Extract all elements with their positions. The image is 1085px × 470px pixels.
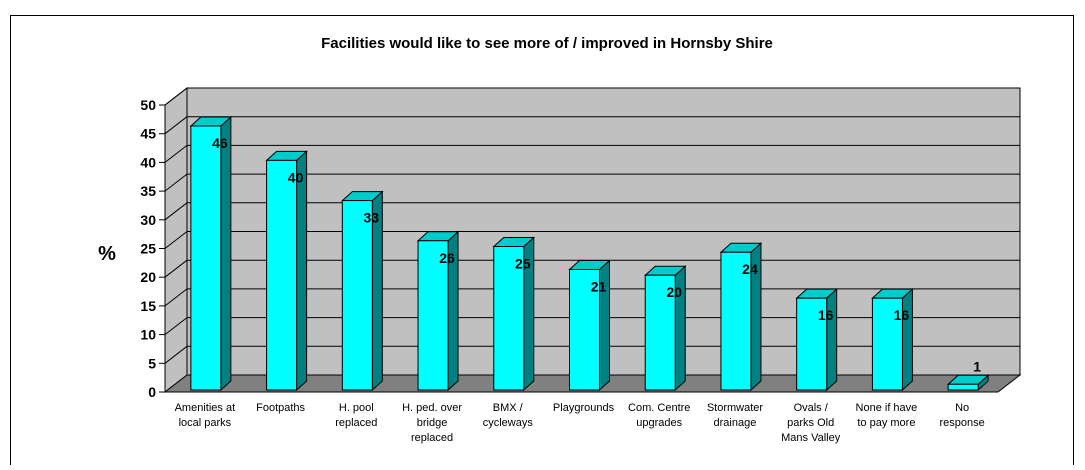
x-tick-label-line: H. pool	[339, 402, 374, 414]
y-tick-label: 20	[140, 269, 156, 285]
y-tick-label: 50	[140, 97, 156, 113]
gridline-side	[164, 202, 188, 221]
y-tick-label: 40	[140, 154, 156, 170]
y-axis-label: %	[98, 243, 116, 265]
y-tick-label: 5	[148, 355, 156, 371]
x-tick-label: None if have to pay more	[856, 402, 918, 429]
plot-area: 0 5 10 15 20 25 30 35 40 45 50 46 Amenities at local …	[140, 86, 1022, 444]
bar	[947, 383, 979, 391]
data-label: 1	[973, 358, 981, 374]
data-label: 24	[742, 261, 758, 277]
y-tick-label: 15	[140, 298, 156, 314]
gridline-side	[164, 116, 188, 135]
x-tick-label: No response	[940, 402, 985, 429]
gridline-side	[164, 259, 188, 278]
bar	[266, 159, 298, 391]
bar	[341, 200, 373, 391]
gridline-side	[164, 288, 188, 307]
y-tick-label: 0	[148, 384, 156, 400]
bar	[644, 274, 676, 391]
data-label: 40	[288, 169, 304, 185]
x-tick-label: H. pool replaced	[335, 402, 377, 429]
bar-side	[220, 115, 232, 392]
x-tick-label-line: Com. Centre	[628, 402, 690, 414]
gridline-side	[164, 173, 188, 192]
x-tick-label: H. ped. over bridge replaced	[402, 402, 462, 444]
gridline-side	[164, 317, 188, 335]
x-tick-label: Stormwater drainage	[707, 402, 764, 429]
x-tick-label-line: H. ped. over	[402, 402, 462, 414]
x-tick-label-line: Amenities at	[175, 402, 236, 414]
x-tick-label: Ovals / parks Old Mans Valley	[781, 402, 841, 444]
bar	[417, 240, 449, 391]
y-tick-label: 35	[140, 183, 156, 199]
bar	[569, 268, 600, 391]
y-tick-label: 30	[140, 212, 156, 228]
gridline-side	[164, 87, 188, 106]
y-tick-label: 10	[140, 327, 156, 343]
data-label: 16	[818, 307, 834, 323]
x-tick-label: Footpaths	[256, 402, 305, 414]
x-tick-label: Amenities at local parks	[175, 402, 236, 429]
x-tick-label: Com. Centre upgrades	[628, 402, 690, 429]
chart-title: Facilities would like to see more of / i…	[321, 35, 773, 52]
data-label: 33	[364, 210, 380, 226]
x-tick-label-line: parks Old	[787, 417, 834, 429]
data-label: 20	[666, 284, 682, 300]
x-tick-label-line: drainage	[714, 417, 757, 429]
gridline-side	[164, 345, 188, 364]
bar	[190, 125, 222, 391]
bar-side	[296, 150, 308, 392]
x-tick-label-line: BMX /	[493, 402, 524, 414]
x-tick-label-line: No	[955, 402, 969, 414]
data-label: 16	[894, 307, 910, 323]
gridline-side	[164, 231, 188, 249]
data-label: 46	[212, 135, 228, 151]
data-label: 21	[591, 278, 607, 294]
x-tick-label-line: Mans Valley	[781, 432, 841, 444]
bar-side	[901, 288, 913, 392]
bar	[720, 251, 752, 391]
x-tick-label-line: local parks	[179, 417, 232, 429]
x-tick-label: BMX / cycleways	[483, 402, 534, 429]
x-tick-label-line: Footpaths	[256, 402, 305, 414]
y-tick-label: 45	[140, 126, 156, 142]
x-tick-label-line: to pay more	[857, 417, 915, 429]
x-tick-label-line: upgrades	[636, 417, 682, 429]
bar	[493, 246, 525, 391]
bar	[871, 297, 903, 391]
x-tick-label-line: Stormwater	[707, 402, 764, 414]
x-tick-label-line: response	[940, 417, 985, 429]
x-tick-label-line: None if have	[856, 402, 918, 414]
x-tick-label-line: bridge	[417, 417, 448, 429]
x-tick-label-line: Playgrounds	[553, 402, 615, 414]
bar-side	[826, 288, 838, 392]
gridline-side	[164, 145, 188, 163]
y-tick-label: 25	[140, 241, 156, 257]
x-tick-label-line: replaced	[411, 432, 453, 444]
x-tick-label-line: Ovals /	[794, 402, 829, 414]
data-label: 26	[439, 250, 455, 266]
x-tick-label: Playgrounds	[553, 402, 615, 414]
x-tick-label-line: replaced	[335, 417, 377, 429]
bar	[796, 297, 828, 391]
data-label: 25	[515, 256, 531, 272]
x-tick-label-line: cycleways	[483, 417, 534, 429]
